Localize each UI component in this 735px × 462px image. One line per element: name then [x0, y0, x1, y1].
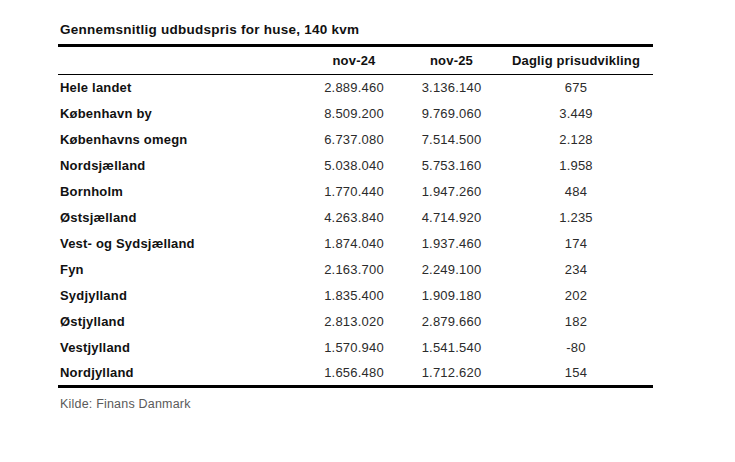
daily-cell: -80 [499, 335, 653, 361]
table-row: Østjylland 2.813.020 2.879.660 182 [58, 309, 653, 335]
nov24-cell: 1.570.940 [304, 335, 404, 361]
region-cell: Københavns omegn [58, 127, 304, 153]
nov24-cell: 5.038.040 [304, 153, 404, 179]
table-body: Hele landet 2.889.460 3.136.140 675 Købe… [58, 75, 653, 387]
price-table: nov-24 nov-25 Daglig prisudvikling Hele … [58, 44, 653, 388]
nov25-cell: 9.769.060 [404, 101, 499, 127]
nov25-cell: 5.753.160 [404, 153, 499, 179]
column-header-region [58, 46, 304, 75]
daily-cell: 174 [499, 231, 653, 257]
header-row: nov-24 nov-25 Daglig prisudvikling [58, 46, 653, 75]
region-cell: Østjylland [58, 309, 304, 335]
source-note: Kilde: Finans Danmark [58, 397, 653, 411]
nov24-cell: 2.163.700 [304, 257, 404, 283]
table-row: Fyn 2.163.700 2.249.100 234 [58, 257, 653, 283]
table-row: Østsjælland 4.263.840 4.714.920 1.235 [58, 205, 653, 231]
nov25-cell: 1.909.180 [404, 283, 499, 309]
daily-cell: 1.235 [499, 205, 653, 231]
table-row: Københavns omegn 6.737.080 7.514.500 2.1… [58, 127, 653, 153]
daily-cell: 234 [499, 257, 653, 283]
daily-cell: 154 [499, 361, 653, 387]
region-cell: Vestjylland [58, 335, 304, 361]
table-row: Nordjylland 1.656.480 1.712.620 154 [58, 361, 653, 387]
column-header-nov24: nov-24 [304, 46, 404, 75]
nov25-cell: 2.249.100 [404, 257, 499, 283]
nov24-cell: 1.770.440 [304, 179, 404, 205]
table-row: Sydjylland 1.835.400 1.909.180 202 [58, 283, 653, 309]
daily-cell: 1.958 [499, 153, 653, 179]
nov24-cell: 1.656.480 [304, 361, 404, 387]
nov25-cell: 1.937.460 [404, 231, 499, 257]
region-cell: Hele landet [58, 75, 304, 101]
nov24-cell: 8.509.200 [304, 101, 404, 127]
daily-cell: 3.449 [499, 101, 653, 127]
daily-cell: 484 [499, 179, 653, 205]
table-row: Hele landet 2.889.460 3.136.140 675 [58, 75, 653, 101]
region-cell: Nordsjælland [58, 153, 304, 179]
region-cell: København by [58, 101, 304, 127]
nov25-cell: 3.136.140 [404, 75, 499, 101]
table-row: Nordsjælland 5.038.040 5.753.160 1.958 [58, 153, 653, 179]
region-cell: Vest- og Sydsjælland [58, 231, 304, 257]
daily-cell: 202 [499, 283, 653, 309]
nov24-cell: 4.263.840 [304, 205, 404, 231]
nov24-cell: 2.813.020 [304, 309, 404, 335]
column-header-daily: Daglig prisudvikling [499, 46, 653, 75]
daily-cell: 675 [499, 75, 653, 101]
table-row: Vest- og Sydsjælland 1.874.040 1.937.460… [58, 231, 653, 257]
table-row: Vestjylland 1.570.940 1.541.540 -80 [58, 335, 653, 361]
nov25-cell: 1.712.620 [404, 361, 499, 387]
region-cell: Bornholm [58, 179, 304, 205]
nov25-cell: 2.879.660 [404, 309, 499, 335]
nov24-cell: 1.874.040 [304, 231, 404, 257]
region-cell: Østsjælland [58, 205, 304, 231]
nov25-cell: 1.947.260 [404, 179, 499, 205]
region-cell: Fyn [58, 257, 304, 283]
region-cell: Nordjylland [58, 361, 304, 387]
column-header-nov25: nov-25 [404, 46, 499, 75]
price-table-sheet: Gennemsnitlig udbudspris for huse, 140 k… [58, 22, 653, 411]
nov24-cell: 1.835.400 [304, 283, 404, 309]
region-cell: Sydjylland [58, 283, 304, 309]
nov25-cell: 7.514.500 [404, 127, 499, 153]
daily-cell: 182 [499, 309, 653, 335]
table-row: Bornholm 1.770.440 1.947.260 484 [58, 179, 653, 205]
nov24-cell: 6.737.080 [304, 127, 404, 153]
nov24-cell: 2.889.460 [304, 75, 404, 101]
nov25-cell: 1.541.540 [404, 335, 499, 361]
table-row: København by 8.509.200 9.769.060 3.449 [58, 101, 653, 127]
table-header: nov-24 nov-25 Daglig prisudvikling [58, 46, 653, 75]
daily-cell: 2.128 [499, 127, 653, 153]
nov25-cell: 4.714.920 [404, 205, 499, 231]
page-title: Gennemsnitlig udbudspris for huse, 140 k… [58, 22, 653, 44]
